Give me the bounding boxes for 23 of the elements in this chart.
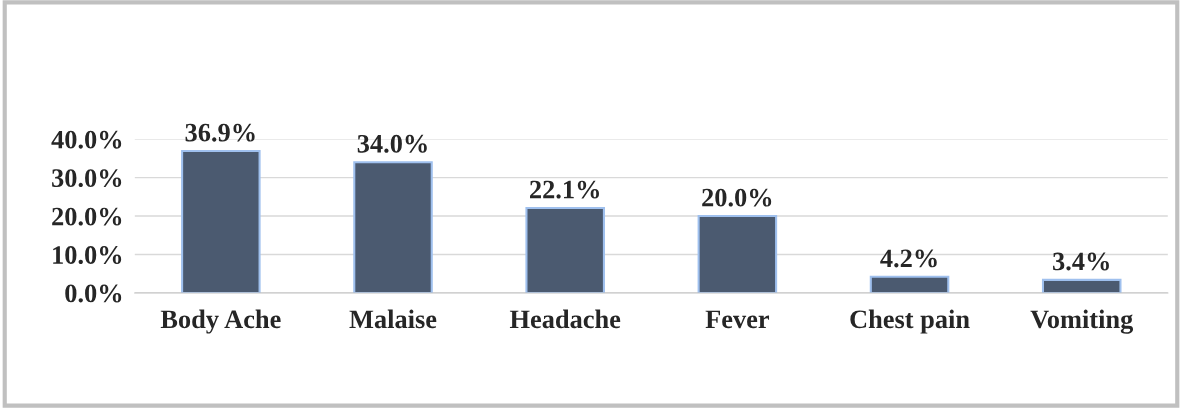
bar xyxy=(525,206,605,293)
data-label: 22.1% xyxy=(530,180,599,199)
data-label: 34.0% xyxy=(357,134,427,153)
bar xyxy=(181,150,261,293)
y-tick-label: 0.0% xyxy=(65,284,122,303)
x-tick-label: Malaise xyxy=(349,309,437,329)
data-label: 4.2% xyxy=(880,249,937,268)
x-tick-label: Chest pain xyxy=(850,309,970,334)
y-tick-label: 10.0% xyxy=(53,246,122,265)
x-tick-label: Fever xyxy=(705,310,770,329)
bar xyxy=(869,275,950,293)
y-tick-label: 40.0% xyxy=(51,130,122,149)
data-label: 3.4% xyxy=(1053,252,1109,271)
x-tick-label: Body Ache xyxy=(160,309,281,334)
x-tick-label: Vomiting xyxy=(1030,309,1134,334)
data-label: 20.0% xyxy=(702,188,772,207)
bar xyxy=(697,215,778,293)
y-tick-label: 20.0% xyxy=(52,207,122,226)
data-label: 36.9% xyxy=(185,123,255,142)
bar xyxy=(353,161,433,293)
x-tick-label: Headache xyxy=(509,309,621,329)
bar xyxy=(1041,278,1122,293)
y-tick-label: 30.0% xyxy=(52,169,122,188)
